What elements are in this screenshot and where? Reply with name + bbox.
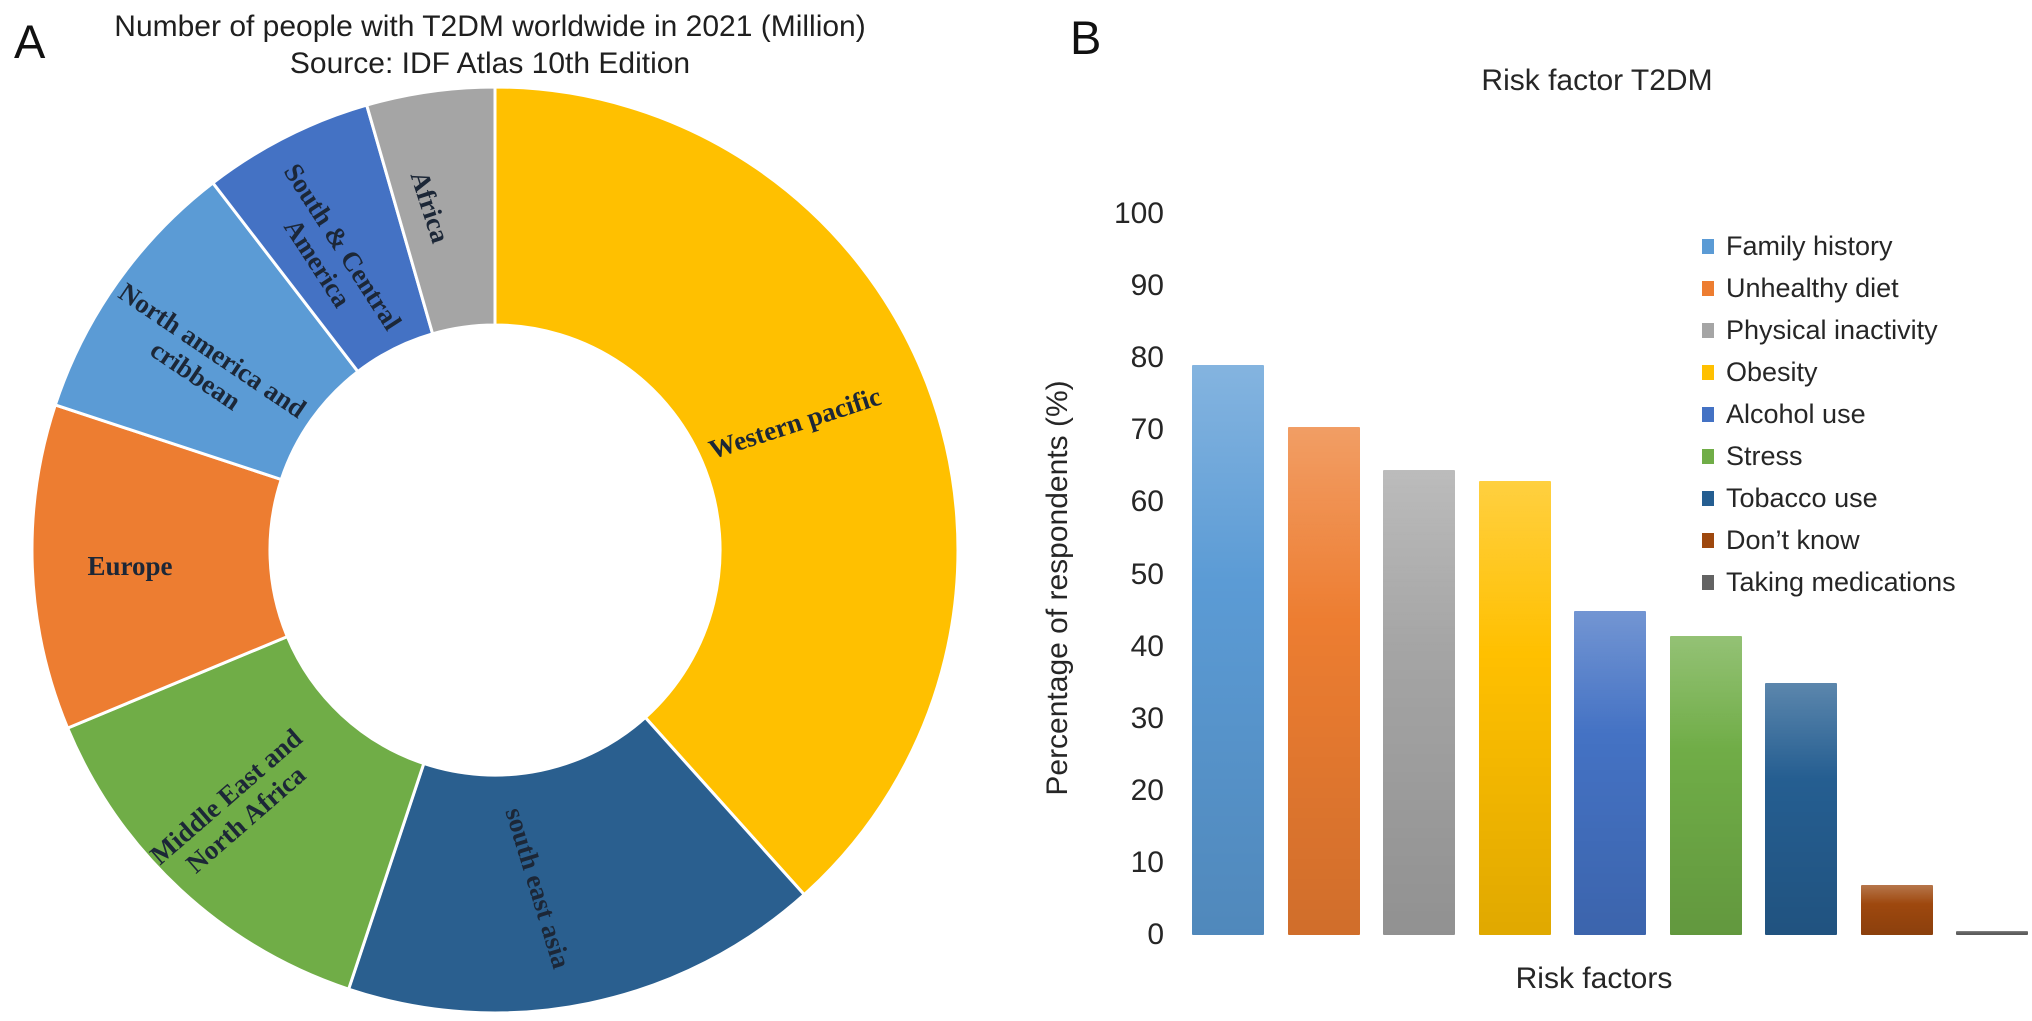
legend-swatch-icon — [1702, 574, 1714, 590]
bar-chart-x-axis-label: Risk factors — [1515, 962, 1673, 995]
donut-chart-title-line1: Number of people with T2DM worldwide in … — [114, 10, 866, 43]
legend-item-don-t-know: Don’t know — [1702, 519, 1956, 561]
donut-chart — [30, 85, 960, 1015]
donut-slice-africa — [364, 85, 497, 336]
legend-item-stress: Stress — [1702, 435, 1956, 477]
legend-label: Stress — [1726, 440, 1803, 471]
legend-label: Tobacco use — [1726, 482, 1878, 513]
y-tick-50: 50 — [1130, 557, 1164, 591]
y-tick-40: 40 — [1130, 629, 1164, 663]
donut-slice-middle-east-and-north-africa — [65, 634, 426, 992]
legend-swatch-icon — [1702, 490, 1714, 506]
donut-chart-title: Number of people with T2DM worldwide in … — [70, 8, 910, 82]
legend-item-taking-medications: Taking medications — [1702, 561, 1956, 603]
bar-don-t-know — [1860, 884, 1933, 935]
y-tick-80: 80 — [1130, 341, 1164, 375]
legend-swatch-icon — [1702, 406, 1714, 422]
legend-swatch-icon — [1702, 532, 1714, 548]
legend-swatch-icon — [1702, 322, 1714, 338]
legend-label: Unhealthy diet — [1726, 272, 1899, 303]
donut-slice-north-america-and-cribbean — [53, 180, 361, 482]
y-tick-60: 60 — [1130, 485, 1164, 519]
bar-family-history — [1192, 365, 1264, 935]
donut-label-europe: Europe — [87, 550, 173, 581]
legend-swatch-icon — [1702, 364, 1714, 380]
bar-stress — [1669, 635, 1742, 935]
legend-label: Family history — [1726, 230, 1893, 261]
legend-label: Taking medications — [1726, 566, 1956, 597]
legend-swatch-icon — [1702, 280, 1714, 296]
panel-b-letter: B — [1070, 11, 1102, 64]
legend-label: Obesity — [1726, 356, 1818, 387]
bar-chart-legend: Family history Unhealthy diet Physical ina… — [1702, 225, 1956, 603]
bar-tobacco-use — [1765, 682, 1837, 935]
y-tick-100: 100 — [1113, 197, 1164, 230]
donut-chart-title-line2: Source: IDF Atlas 10th Edition — [289, 47, 691, 80]
bar-physical-inactivity — [1383, 469, 1455, 935]
bar-obesity — [1478, 480, 1551, 935]
y-tick-70: 70 — [1130, 413, 1164, 447]
legend-label: Don’t know — [1726, 524, 1860, 555]
bar-alcohol-use — [1574, 610, 1646, 935]
y-tick-30: 30 — [1130, 701, 1164, 735]
donut-slice-europe — [30, 403, 290, 731]
legend-item-unhealthy-diet: Unhealthy diet — [1702, 267, 1956, 309]
donut-slice-western-pacific — [493, 85, 960, 897]
legend-swatch-icon — [1702, 238, 1714, 254]
legend-item-alcohol-use: Alcohol use — [1702, 393, 1956, 435]
legend-label: Alcohol use — [1726, 398, 1866, 429]
donut-slice-south-east-asia — [346, 715, 807, 1015]
legend-label: Physical inactivity — [1726, 314, 1938, 345]
legend-item-tobacco-use: Tobacco use — [1702, 477, 1956, 519]
y-tick-10: 10 — [1130, 845, 1164, 879]
legend-item-family-history: Family history — [1702, 225, 1956, 267]
legend-item-obesity: Obesity — [1702, 351, 1956, 393]
y-tick-20: 20 — [1130, 773, 1164, 807]
legend-item-physical-inactivity: Physical inactivity — [1702, 309, 1956, 351]
panel-a-letter: A — [14, 15, 46, 68]
bar-taking-medications — [1956, 931, 2028, 935]
bar-unhealthy-diet — [1287, 426, 1360, 935]
y-tick-0: 0 — [1147, 918, 1164, 951]
legend-swatch-icon — [1702, 448, 1714, 464]
y-tick-90: 90 — [1130, 269, 1164, 303]
bar-chart-title: Risk factor T2DM — [1481, 64, 1713, 97]
